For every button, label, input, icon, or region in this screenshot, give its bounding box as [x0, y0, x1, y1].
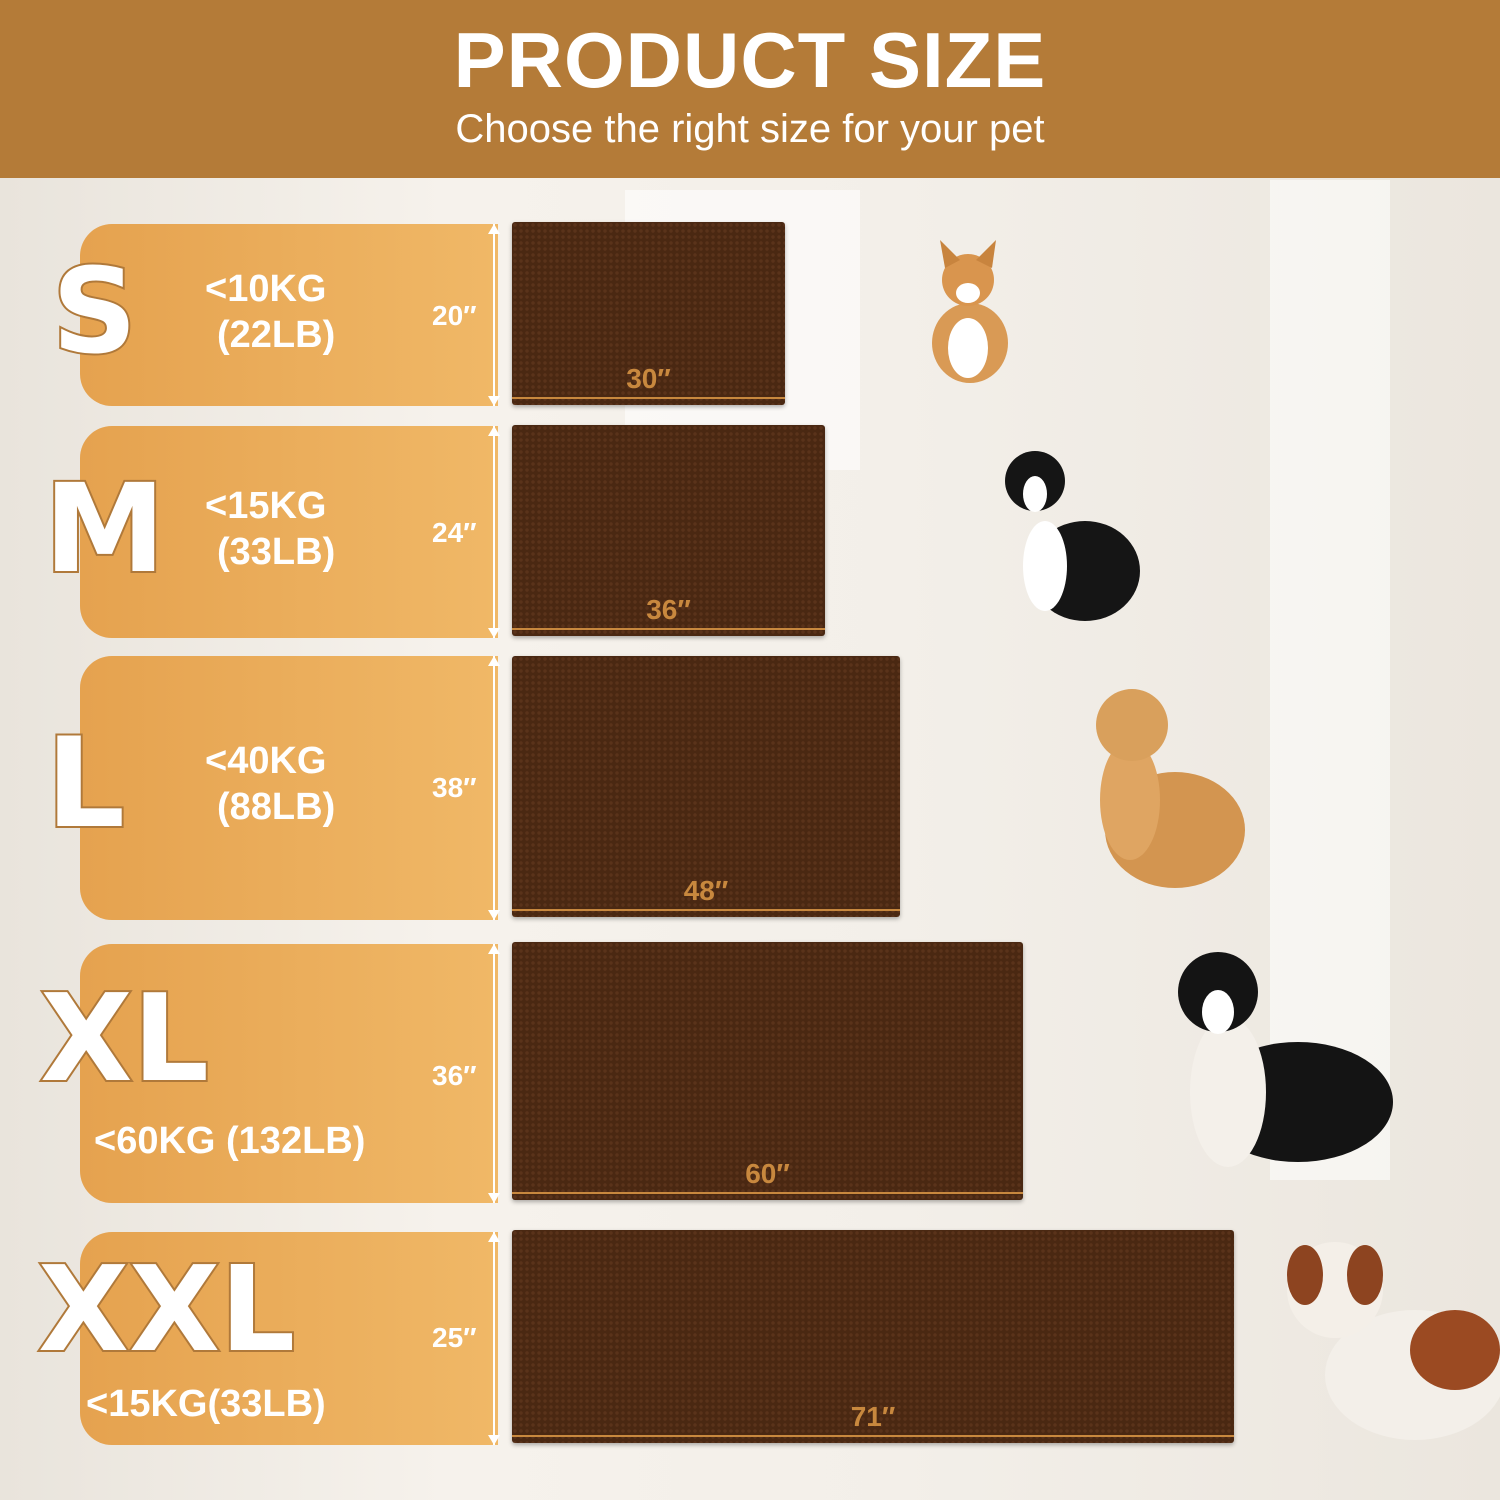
border-collie-image — [1005, 451, 1140, 621]
page-subtitle: Choose the right size for your pet — [455, 107, 1045, 151]
height-label: 36″ — [432, 1060, 477, 1091]
size-panel — [80, 656, 498, 920]
mat: 36″ — [512, 425, 825, 636]
size-panel — [80, 426, 498, 638]
size-letter: L — [44, 712, 127, 856]
weight: <60KG (132LB) — [94, 1120, 366, 1162]
width-arrow — [512, 909, 900, 911]
mat: 48″ — [512, 656, 900, 917]
weight-lb: (88LB) — [217, 786, 336, 828]
weight-kg: <10KG — [205, 268, 327, 310]
size-panel — [80, 944, 498, 1203]
weight-kg: <15KG — [205, 485, 327, 527]
width-label: 71″ — [850, 1401, 896, 1432]
weight: <15KG(33LB) — [86, 1383, 326, 1425]
width-arrow — [512, 1435, 1234, 1437]
height-arrow — [488, 224, 500, 406]
golden-retriever-image — [1096, 689, 1245, 888]
width-arrow — [512, 1192, 1023, 1194]
weight-lb: (33LB) — [217, 531, 336, 573]
height-arrow — [488, 426, 500, 638]
size-letter: S — [50, 242, 139, 380]
size-letter: M — [42, 458, 167, 600]
size-letter: XXL — [36, 1240, 297, 1378]
weight-kg: <40KG — [205, 740, 327, 782]
size-letter: XL — [38, 970, 211, 1109]
height-arrow — [488, 1232, 500, 1445]
mat: 60″ — [512, 942, 1023, 1200]
header-banner: PRODUCT SIZE Choose the right size for y… — [0, 0, 1500, 178]
width-label: 60″ — [745, 1158, 790, 1189]
width-label: 30″ — [626, 363, 671, 394]
background-door — [1270, 180, 1390, 1180]
width-label: 36″ — [646, 594, 691, 625]
width-arrow — [512, 628, 825, 630]
height-label: 38″ — [432, 772, 477, 803]
height-label: 20″ — [432, 300, 477, 331]
mat: 71″ — [512, 1230, 1234, 1443]
size-panel — [80, 224, 498, 406]
size-panel — [80, 1232, 498, 1445]
width-label: 48″ — [683, 875, 729, 906]
page-title: PRODUCT SIZE — [453, 16, 1047, 104]
height-arrow — [488, 944, 500, 1203]
bernese-mountain-dog-image — [1178, 952, 1393, 1167]
saint-bernard-image — [1287, 1242, 1500, 1440]
corgi-image — [932, 240, 1008, 383]
height-label: 24″ — [432, 517, 477, 548]
height-arrow — [488, 656, 500, 920]
height-label: 25″ — [432, 1322, 477, 1353]
weight-lb: (22LB) — [217, 314, 336, 356]
mat: 30″ — [512, 222, 785, 405]
width-arrow — [512, 397, 785, 399]
